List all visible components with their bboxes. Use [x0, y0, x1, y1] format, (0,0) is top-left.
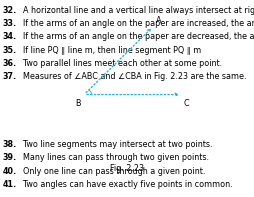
Text: 40.: 40. — [3, 167, 17, 176]
Text: 34.: 34. — [3, 32, 17, 41]
Text: Only one line can pass through a given point.: Only one line can pass through a given p… — [18, 167, 204, 176]
Text: Two line segments may intersect at two points.: Two line segments may intersect at two p… — [18, 140, 212, 149]
Text: 39.: 39. — [3, 153, 17, 162]
Text: 32.: 32. — [3, 6, 17, 15]
Text: Two angles can have exactly five points in common.: Two angles can have exactly five points … — [18, 180, 232, 189]
Text: 35.: 35. — [3, 46, 17, 55]
Text: If the arms of an angle on the paper are increased, the angle increases.: If the arms of an angle on the paper are… — [18, 19, 254, 28]
Text: A horizontal line and a vertical line always intersect at right angles.: A horizontal line and a vertical line al… — [18, 6, 254, 15]
Text: Many lines can pass through two given points.: Many lines can pass through two given po… — [18, 153, 208, 162]
Text: If line PQ ∥ line m, then line segment PQ ∥ m: If line PQ ∥ line m, then line segment P… — [18, 46, 200, 55]
Text: 38.: 38. — [3, 140, 17, 149]
Text: Fig. 2.23: Fig. 2.23 — [110, 164, 144, 174]
Text: C: C — [183, 98, 188, 108]
Text: 37.: 37. — [3, 72, 17, 82]
Text: 41.: 41. — [3, 180, 17, 189]
Text: Two parallel lines meet each other at some point.: Two parallel lines meet each other at so… — [18, 59, 221, 68]
Text: If the arms of an angle on the paper are decreased, the angle decreases.: If the arms of an angle on the paper are… — [18, 32, 254, 41]
Text: A: A — [155, 16, 161, 25]
Text: 36.: 36. — [3, 59, 17, 68]
Text: B: B — [75, 99, 80, 109]
Text: 33.: 33. — [3, 19, 17, 28]
Text: Measures of ∠ABC and ∠CBA in Fig. 2.23 are the same.: Measures of ∠ABC and ∠CBA in Fig. 2.23 a… — [18, 72, 245, 82]
